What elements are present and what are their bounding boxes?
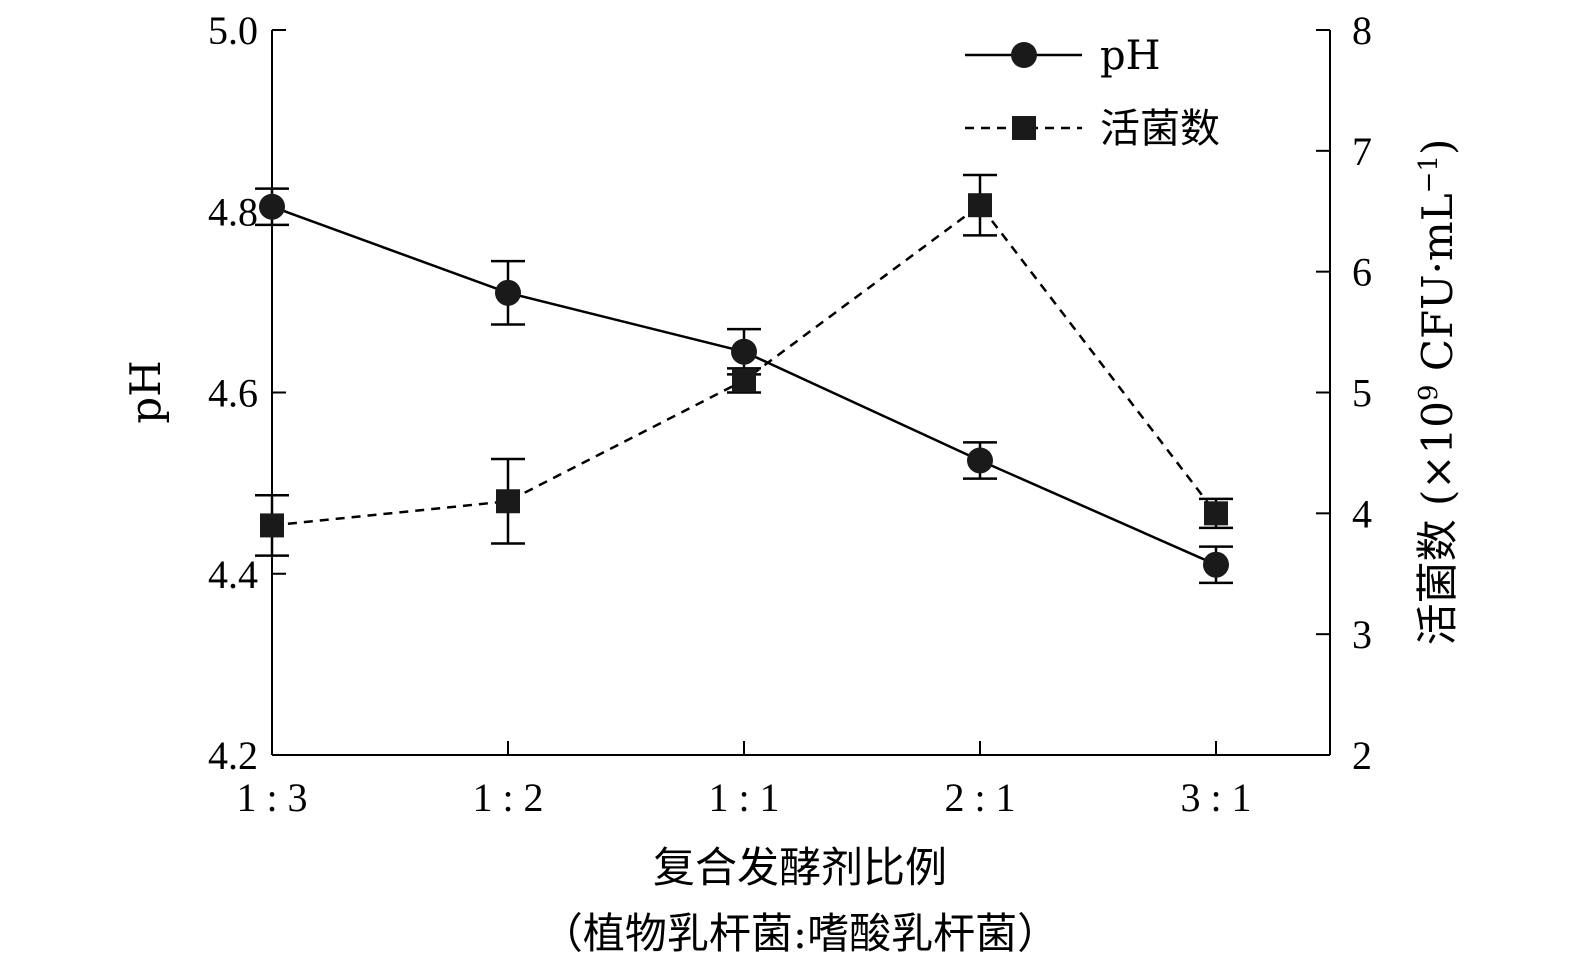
axis-titles: 复合发酵剂比例 （植物乳杆菌:嗜酸乳杆菌） pH 活菌数 (×109 CFU·mL−1… [121, 139, 1462, 958]
y-right-tick-label: 7 [1352, 129, 1372, 174]
x-tick-label: 2 : 1 [944, 775, 1015, 820]
data-point [968, 193, 992, 218]
y-left-tick-label: 5.0 [208, 8, 258, 53]
y-right-tick-label: 2 [1352, 733, 1372, 778]
y-right-tick-label: 3 [1352, 612, 1372, 657]
y-left-tick-label: 4.8 [208, 189, 258, 234]
x-axis-subtitle: （植物乳杆菌:嗜酸乳杆菌） [541, 909, 1059, 958]
legend-marker [1012, 116, 1036, 140]
y-left-tick-label: 4.4 [208, 552, 258, 597]
legend-item: pH [965, 33, 1161, 79]
y-left-axis-title: pH [121, 360, 170, 424]
y-right-tick-label: 8 [1352, 8, 1372, 53]
legend-marker [1011, 42, 1037, 68]
title-segment: CFU·mL [1413, 193, 1462, 384]
series-layer [255, 173, 1233, 585]
legend: pH 活菌数 [965, 33, 1220, 152]
series-2 [255, 173, 1233, 557]
data-point [259, 193, 285, 220]
x-tick-label: 1 : 1 [708, 775, 779, 820]
superscript: −1 [1414, 155, 1444, 193]
series-1 [255, 187, 1233, 585]
legend-item: 活菌数 [965, 106, 1220, 152]
superscript: 9 [1414, 384, 1444, 401]
data-point [967, 447, 993, 474]
y-right-tick-label: 4 [1352, 491, 1372, 536]
y-right-tick-label: 6 [1352, 250, 1372, 295]
x-axis-title: 复合发酵剂比例 [653, 843, 947, 892]
title-segment: ) [1413, 139, 1462, 155]
x-tick-label: 1 : 2 [472, 775, 543, 820]
y-left-tick-label: 4.6 [208, 371, 258, 416]
data-point [731, 338, 757, 365]
y-left-tick-label: 4.2 [208, 733, 258, 778]
axes: 4.2 4.4 4.6 4.8 5.0 2 3 4 5 6 7 8 1 : 3 1 : 2 1 : 1 2 :… [208, 8, 1372, 820]
x-tick-label: 3 : 1 [1180, 775, 1251, 820]
data-point [496, 489, 520, 514]
legend-label: pH [1100, 33, 1161, 79]
data-point [495, 279, 521, 306]
data-point [732, 368, 756, 393]
y-right-tick-label: 5 [1352, 371, 1372, 416]
title-segment: 活菌数 (×10 [1413, 401, 1462, 645]
legend-label: 活菌数 [1100, 106, 1220, 152]
data-point [1203, 551, 1229, 578]
x-tick-label: 1 : 3 [236, 775, 307, 820]
y-right-axis-title: 活菌数 (×109 CFU·mL−1) [1413, 139, 1462, 646]
data-point [1204, 501, 1228, 526]
data-point [260, 513, 284, 538]
